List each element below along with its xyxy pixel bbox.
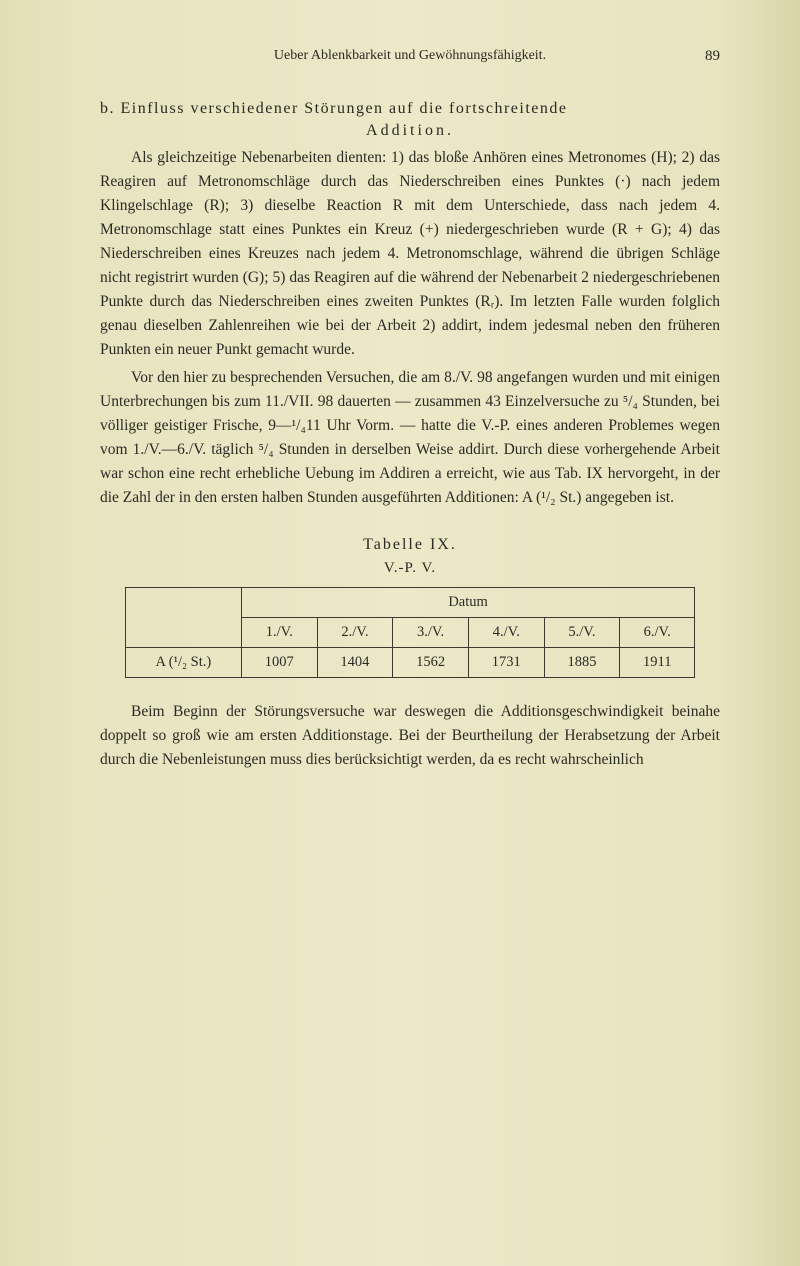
table-cell-2: 1404: [317, 648, 393, 678]
table-subcaption: V.-P. V.: [100, 560, 720, 577]
table-cell-5: 1885: [544, 648, 620, 678]
scanned-page: Ueber Ablenkbarkeit und Gewöhnungsfähigk…: [0, 0, 800, 1266]
table-col-4: 4./V.: [468, 618, 544, 648]
table-col-6: 6./V.: [620, 618, 695, 648]
table-col-2: 2./V.: [317, 618, 393, 648]
running-title: Ueber Ablenkbarkeit und Gewöhnungsfähigk…: [274, 48, 546, 63]
table-cell-6: 1911: [620, 648, 695, 678]
table-caption: Tabelle IX.: [100, 536, 720, 554]
table-cell-3: 1562: [393, 648, 469, 678]
section-title-line1: Einfluss verschiedener Störungen auf die…: [121, 100, 568, 117]
table-col-1: 1./V.: [241, 618, 317, 648]
running-head: Ueber Ablenkbarkeit und Gewöhnungsfähigk…: [100, 48, 720, 64]
paragraph-2: Vor den hier zu besprechenden Versuchen,…: [100, 366, 720, 510]
section-title-line2: Addition.: [100, 122, 720, 140]
data-table: Datum 1./V. 2./V. 3./V. 4./V. 5./V. 6./V…: [125, 587, 695, 678]
paragraph-1: Als gleichzeitige Nebenarbeiten dienten:…: [100, 146, 720, 362]
table-header-span: Datum: [241, 588, 694, 618]
table-cell-1: 1007: [241, 648, 317, 678]
table-row-label: A (¹/₂ St.): [125, 648, 241, 678]
paragraph-3: Beim Beginn der Störungsversuche war des…: [100, 700, 720, 772]
table-col-3: 3./V.: [393, 618, 469, 648]
page-number: 89: [705, 48, 720, 65]
table-corner-empty: [125, 588, 241, 648]
table-col-5: 5./V.: [544, 618, 620, 648]
table-cell-4: 1731: [468, 648, 544, 678]
section-prefix: b.: [100, 100, 115, 117]
section-heading: b. Einfluss verschiedener Störungen auf …: [100, 100, 720, 140]
